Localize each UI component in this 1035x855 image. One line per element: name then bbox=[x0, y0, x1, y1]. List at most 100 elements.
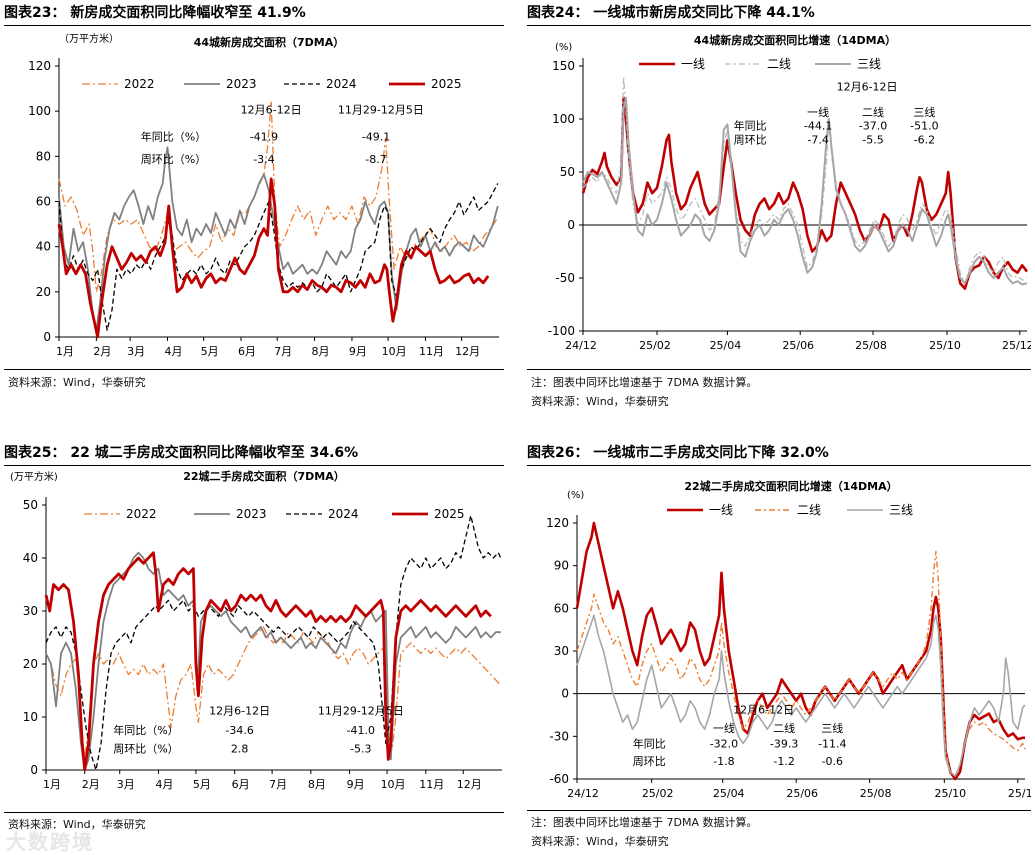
panel-chart-25: 图表25： 22 城二手房成交面积同比降幅收窄至 34.6% 22城二手房成交面… bbox=[4, 442, 504, 852]
x-tick-label: 7月 bbox=[269, 778, 287, 791]
y-tick-label: 30 bbox=[554, 644, 569, 658]
x-tick-label: 6月 bbox=[238, 345, 256, 358]
x-tick-label: 4月 bbox=[155, 778, 173, 791]
unit-label: （万平方米） bbox=[59, 32, 119, 45]
x-tick-label: 25/04 bbox=[710, 339, 742, 352]
x-tick-label: 2月 bbox=[93, 345, 111, 358]
annotation-text: 周环比 bbox=[734, 133, 767, 146]
bottom-rule bbox=[527, 369, 1031, 370]
series-line-2025 bbox=[57, 177, 490, 339]
bottom-rule bbox=[4, 369, 504, 370]
annotation-text: -7.4 bbox=[807, 133, 828, 146]
y-tick-label: -30 bbox=[549, 729, 569, 743]
annotation-text: -5.3 bbox=[350, 743, 371, 756]
x-tick-label: 11月 bbox=[419, 778, 444, 791]
annotation-text: 12月6-12日 bbox=[733, 704, 794, 717]
annotation-text: -0.6 bbox=[822, 755, 843, 768]
series-line-一线 bbox=[581, 96, 1029, 290]
chart-title: 44城新房成交面积（7DMA） bbox=[194, 35, 345, 49]
y-tick-label: 40 bbox=[23, 551, 38, 565]
annotation-text: 年同比（%） bbox=[113, 723, 178, 737]
x-tick-label: 25/08 bbox=[860, 787, 892, 800]
x-tick-label: 1月 bbox=[43, 778, 61, 791]
x-tick-label: 3月 bbox=[117, 778, 135, 791]
x-tick-label: 4月 bbox=[164, 345, 182, 358]
panel-chart-24: 图表24： 一线城市新房成交同比下降 44.1% 44城新房成交面积同比增速（1… bbox=[527, 2, 1031, 412]
y-tick-label: 0 bbox=[561, 687, 569, 701]
annotation-text: -49.1 bbox=[362, 131, 390, 144]
panel-title: 图表25： 22 城二手房成交面积同比降幅收窄至 34.6% bbox=[4, 445, 359, 461]
annotation-text: 周环比（%） bbox=[113, 743, 178, 756]
title-rule bbox=[527, 465, 1031, 466]
panel-title: 图表23： 新房成交面积同比降幅收窄至 41.9% bbox=[4, 5, 306, 21]
annotation-text: -39.3 bbox=[770, 738, 798, 751]
annotation-text: -5.5 bbox=[862, 133, 883, 146]
series-line-三线 bbox=[576, 614, 1026, 777]
x-tick-label: 25/06 bbox=[786, 787, 818, 800]
x-tick-label: 8月 bbox=[312, 345, 330, 358]
x-tick-label: 25/02 bbox=[642, 787, 674, 800]
annotation-text: 11月29-12月5日 bbox=[338, 103, 424, 116]
chart-title: 22城二手房成交面积（7DMA） bbox=[183, 469, 345, 483]
legend-label: 一线 bbox=[681, 57, 705, 71]
series-line-二线 bbox=[582, 75, 1028, 284]
x-tick-label: 9月 bbox=[347, 778, 365, 791]
legend-label: 二线 bbox=[797, 503, 821, 517]
legend-label: 三线 bbox=[857, 57, 881, 71]
legend-label: 2022 bbox=[126, 507, 157, 521]
series-line-2025 bbox=[44, 551, 492, 772]
annotation-text: 二线 bbox=[862, 105, 884, 119]
panel-chart-26: 图表26： 一线城市二手房成交同比下降 32.0% 22城二手房成交面积同比增速… bbox=[527, 442, 1031, 854]
chart-svg: 22城二手房成交面积同比增速（14DMA） (%) -60 -30 0 30 60 90 120… bbox=[546, 479, 1031, 800]
x-tick-label: 25/12 bbox=[1008, 787, 1031, 800]
x-tick-label: 25/08 bbox=[855, 339, 887, 352]
x-tick-label: 25/10 bbox=[934, 787, 966, 800]
y-tick-label: 50 bbox=[560, 165, 575, 179]
annotation-text: -41.9 bbox=[250, 131, 278, 144]
x-tick-label: 5月 bbox=[193, 778, 211, 791]
x-tick-label: 25/10 bbox=[929, 339, 961, 352]
chart-svg: 44城新房成交面积（7DMA） （万平方米） 0 20 40 60 80 100 120 1月 2月… bbox=[28, 32, 499, 358]
annotation-text: 12月6-12日 bbox=[837, 80, 898, 93]
annotation-text: -6.2 bbox=[914, 133, 935, 146]
x-tick-label: 25/02 bbox=[639, 339, 671, 352]
x-tick-label: 12月 bbox=[457, 778, 482, 791]
x-tick-label: 25/04 bbox=[713, 787, 745, 800]
chart-title: 22城二手房成交面积同比增速（14DMA） bbox=[684, 479, 897, 493]
bottom-rule bbox=[4, 812, 504, 813]
unit-label: (万平方米) bbox=[10, 470, 58, 483]
annotation-text: 2.8 bbox=[231, 743, 249, 756]
x-tick-label: 9月 bbox=[349, 345, 367, 358]
x-tick-label: 6月 bbox=[232, 778, 250, 791]
source-text: 资料来源：Wind，华泰研究 bbox=[531, 395, 669, 408]
annotation-text: 年同比 bbox=[633, 737, 666, 751]
unit-label: (%) bbox=[555, 42, 572, 53]
x-tick-label: 10月 bbox=[381, 778, 406, 791]
series-line-2022 bbox=[45, 626, 502, 761]
x-tick-label: 25/06 bbox=[782, 339, 814, 352]
title-rule bbox=[527, 25, 1031, 26]
x-tick-label: 12月 bbox=[455, 345, 480, 358]
x-tick-label: 7月 bbox=[274, 345, 292, 358]
y-tick-label: 100 bbox=[28, 104, 51, 118]
series-line-二线 bbox=[576, 550, 1026, 777]
x-tick-label: 1月 bbox=[56, 345, 74, 358]
annotation-text: -41.0 bbox=[347, 724, 375, 737]
x-tick-label: 5月 bbox=[201, 345, 219, 358]
annotation-text: 12月6-12日 bbox=[209, 704, 270, 717]
annotation-text: 三线 bbox=[821, 721, 843, 735]
y-tick-label: 80 bbox=[36, 149, 51, 163]
legend-label: 2023 bbox=[236, 507, 267, 521]
y-tick-label: 0 bbox=[43, 330, 51, 344]
y-tick-label: 100 bbox=[552, 112, 575, 126]
annotation-text: -1.2 bbox=[773, 755, 794, 768]
x-tick-label: 24/12 bbox=[567, 787, 599, 800]
bottom-rule bbox=[527, 810, 1031, 811]
y-tick-label: 120 bbox=[546, 516, 569, 530]
x-tick-label: 11月 bbox=[419, 345, 444, 358]
source-text: 资料来源：Wind，华泰研究 bbox=[8, 376, 146, 389]
legend-label: 一线 bbox=[709, 503, 733, 517]
y-tick-label: 90 bbox=[554, 559, 569, 573]
title-rule bbox=[4, 25, 504, 26]
annotation-text: 一线 bbox=[807, 105, 829, 119]
